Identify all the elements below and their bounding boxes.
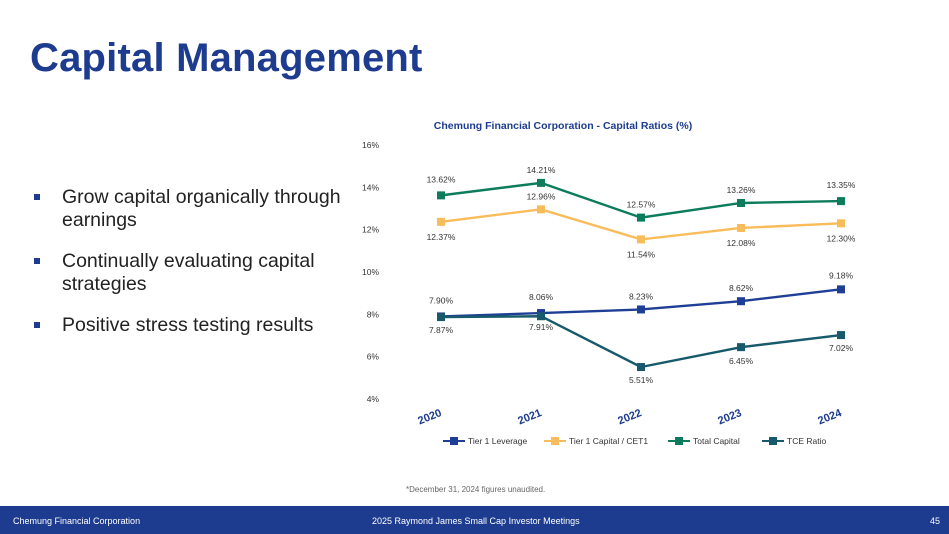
y-tick-label: 12% bbox=[362, 225, 379, 235]
footer-company: Chemung Financial Corporation bbox=[13, 516, 141, 526]
series-line bbox=[440, 315, 842, 369]
bullet-marker bbox=[34, 194, 40, 200]
data-point bbox=[737, 343, 745, 352]
legend-label: Total Capital bbox=[693, 436, 740, 446]
data-label: 7.91% bbox=[529, 322, 554, 332]
x-tick-label: 2023 bbox=[716, 407, 743, 427]
data-label: 8.06% bbox=[529, 292, 554, 302]
bullet-list: Grow capital organically through earning… bbox=[34, 186, 344, 355]
y-tick-label: 10% bbox=[362, 267, 379, 277]
bullet-text: Positive stress testing results bbox=[62, 314, 314, 336]
data-label: 8.23% bbox=[629, 291, 654, 301]
data-label: 6.45% bbox=[729, 356, 754, 366]
x-tick-label: 2024 bbox=[816, 407, 844, 428]
data-point bbox=[637, 305, 645, 314]
bullet-text: Grow capital organically through earning… bbox=[62, 186, 341, 231]
data-point bbox=[837, 197, 845, 206]
y-tick-label: 16% bbox=[362, 140, 379, 150]
data-point bbox=[437, 191, 445, 200]
data-point bbox=[437, 313, 445, 322]
data-point bbox=[537, 178, 545, 187]
y-tick-label: 8% bbox=[367, 309, 380, 319]
legend-label: Tier 1 Leverage bbox=[468, 436, 527, 446]
data-label: 13.26% bbox=[727, 185, 756, 195]
bullet-item: Continually evaluating capital strategie… bbox=[34, 250, 344, 296]
data-point bbox=[837, 285, 845, 294]
data-label: 9.18% bbox=[829, 270, 854, 280]
data-point bbox=[837, 331, 845, 340]
legend-label: Tier 1 Capital / CET1 bbox=[569, 436, 648, 446]
bullet-marker bbox=[34, 258, 40, 264]
y-tick-label: 14% bbox=[362, 182, 379, 192]
y-tick-label: 6% bbox=[367, 352, 380, 362]
data-label: 13.35% bbox=[827, 180, 855, 190]
capital-ratios-chart: Chemung Financial Corporation - Capital … bbox=[362, 120, 855, 446]
data-label: 7.02% bbox=[829, 343, 854, 353]
data-point bbox=[737, 297, 745, 306]
y-tick-label: 4% bbox=[367, 394, 380, 404]
data-point bbox=[737, 223, 745, 232]
data-label: 14.21% bbox=[527, 165, 556, 175]
data-label: 13.62% bbox=[427, 174, 456, 184]
x-tick-label: 2022 bbox=[616, 407, 643, 427]
data-point bbox=[837, 219, 845, 228]
data-point bbox=[437, 217, 445, 226]
legend-marker bbox=[450, 437, 458, 445]
data-label: 12.08% bbox=[727, 238, 756, 248]
data-point bbox=[637, 235, 645, 244]
page-number: 45 bbox=[930, 516, 941, 526]
data-label: 7.90% bbox=[429, 295, 454, 305]
legend-marker bbox=[675, 437, 683, 445]
bullet-item: Grow capital organically through earning… bbox=[34, 186, 344, 232]
data-label: 7.87% bbox=[429, 325, 454, 335]
data-point bbox=[537, 205, 545, 214]
data-label: 11.54% bbox=[627, 249, 656, 259]
data-label: 8.62% bbox=[729, 283, 754, 293]
data-label: 5.51% bbox=[629, 375, 654, 385]
x-tick-label: 2020 bbox=[416, 407, 443, 427]
chart-title: Chemung Financial Corporation - Capital … bbox=[434, 120, 692, 132]
slide-title: Capital Management bbox=[30, 36, 423, 80]
data-point bbox=[637, 213, 645, 222]
data-point bbox=[637, 363, 645, 372]
legend-label: TCE Ratio bbox=[787, 436, 826, 446]
footer-event: 2025 Raymond James Small Cap Investor Me… bbox=[372, 516, 580, 526]
bullet-text: Continually evaluating capital strategie… bbox=[62, 250, 315, 295]
data-point bbox=[737, 198, 745, 207]
data-label: 12.96% bbox=[527, 191, 556, 201]
legend-marker bbox=[551, 437, 559, 445]
footer-bar: Chemung Financial Corporation 2025 Raymo… bbox=[0, 506, 949, 534]
data-point bbox=[537, 312, 545, 321]
x-tick-label: 2021 bbox=[516, 407, 543, 427]
footnote: *December 31, 2024 figures unaudited. bbox=[406, 485, 546, 494]
data-label: 12.30% bbox=[827, 233, 855, 243]
data-label: 12.37% bbox=[427, 232, 456, 242]
data-label: 12.57% bbox=[627, 200, 656, 210]
bullet-marker bbox=[34, 322, 40, 328]
bullet-item: Positive stress testing results bbox=[34, 314, 344, 337]
legend-marker bbox=[769, 437, 777, 445]
